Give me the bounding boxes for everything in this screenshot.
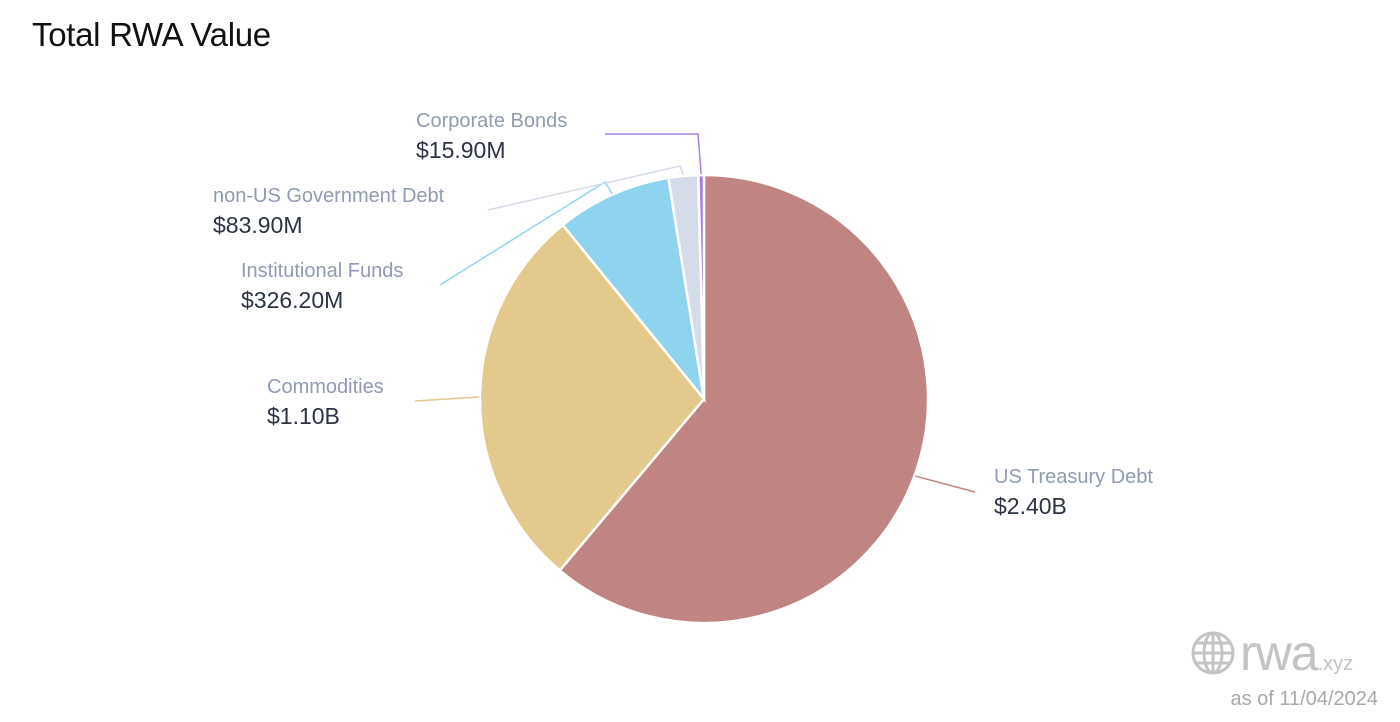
slice-label: Commodities $1.10B (267, 374, 384, 432)
slice-label-value: $326.20M (241, 287, 344, 313)
leader-line (915, 475, 976, 493)
leader-line (439, 180, 613, 286)
logo-text: rwa (1240, 625, 1319, 681)
pie-slice-commodities[interactable] (478, 223, 706, 573)
slice-label-value: $83.90M (213, 212, 303, 238)
logo-suffix: .xyz (1317, 653, 1354, 675)
leader-line (605, 133, 702, 175)
slice-label: Corporate Bonds $15.90M (416, 108, 567, 166)
globe-icon (1191, 631, 1235, 675)
slice-label: non-US Government Debt $83.90M (213, 183, 444, 241)
slice-label-name: non-US Government Debt (213, 185, 445, 207)
pie-slice-us-treasury-debt[interactable] (558, 173, 930, 625)
slice-label: Institutional Funds $326.20M (241, 258, 403, 316)
as-of-date: as of 11/04/2024 (1230, 688, 1378, 710)
slice-label-name: Institutional Funds (241, 260, 404, 282)
rwa-logo: rwa .xyz (1190, 628, 1353, 678)
leader-line (487, 165, 684, 211)
pie-slice-corporate-bonds[interactable] (697, 173, 706, 400)
chart-title: Total RWA Value (32, 16, 271, 53)
slice-label-name: Commodities (267, 376, 384, 398)
slice-label-value: $2.40B (994, 493, 1067, 519)
slice-label-value: $15.90M (416, 137, 506, 163)
slice-label-value: $1.10B (267, 403, 340, 429)
slice-label: US Treasury Debt $2.40B (994, 464, 1153, 522)
slice-label-name: US Treasury Debt (994, 466, 1153, 488)
slice-label-name: Corporate Bonds (416, 110, 568, 132)
leader-line (414, 396, 480, 402)
pie-slice-institutional-funds[interactable] (561, 176, 706, 404)
